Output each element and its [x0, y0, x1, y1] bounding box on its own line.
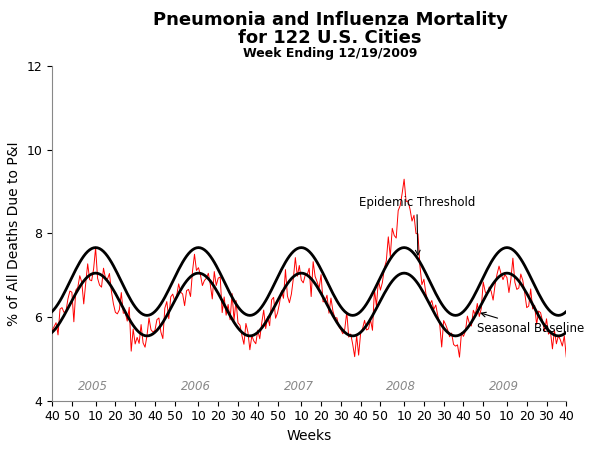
Text: Seasonal Baseline: Seasonal Baseline	[477, 312, 584, 335]
X-axis label: Weeks: Weeks	[287, 429, 332, 443]
Text: 2009: 2009	[489, 380, 519, 393]
Text: 2007: 2007	[283, 380, 313, 393]
Text: Epidemic Threshold: Epidemic Threshold	[359, 196, 475, 255]
Text: 2008: 2008	[386, 380, 416, 393]
Text: Pneumonia and Influenza Mortality: Pneumonia and Influenza Mortality	[152, 11, 508, 29]
Text: Week Ending 12/19/2009: Week Ending 12/19/2009	[243, 47, 417, 60]
Text: for 122 U.S. Cities: for 122 U.S. Cities	[238, 29, 422, 47]
Y-axis label: % of All Deaths Due to P&I: % of All Deaths Due to P&I	[7, 141, 21, 326]
Text: 2005: 2005	[78, 380, 108, 393]
Text: 2006: 2006	[181, 380, 211, 393]
